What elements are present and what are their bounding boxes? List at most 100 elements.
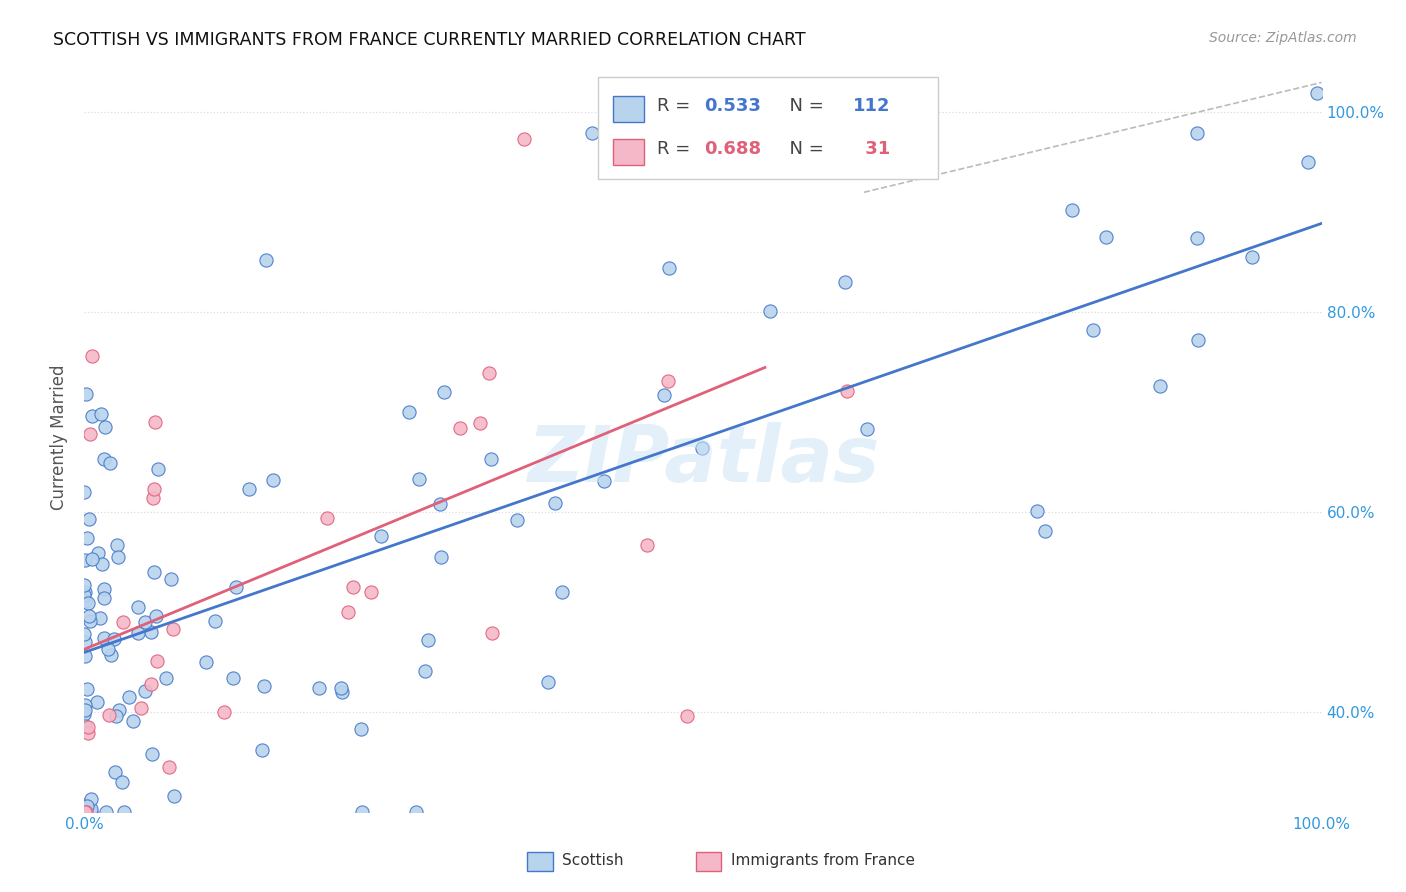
Point bbox=[262, 473, 284, 487]
Point bbox=[146, 654, 169, 668]
Point bbox=[360, 585, 382, 599]
Point bbox=[73, 805, 96, 819]
Text: 31: 31 bbox=[859, 140, 890, 158]
Point bbox=[94, 419, 117, 434]
Point bbox=[1033, 524, 1056, 539]
Point bbox=[82, 349, 104, 363]
Text: 112: 112 bbox=[852, 97, 890, 115]
Point bbox=[75, 386, 97, 401]
Point bbox=[143, 416, 166, 430]
Point bbox=[1187, 334, 1209, 348]
Point bbox=[238, 482, 260, 496]
Point bbox=[91, 557, 114, 571]
Point bbox=[159, 572, 181, 586]
Point bbox=[225, 581, 247, 595]
Point bbox=[449, 421, 471, 435]
Point bbox=[342, 581, 364, 595]
Point bbox=[139, 677, 162, 691]
Point bbox=[76, 799, 98, 814]
Point bbox=[90, 407, 112, 421]
Point bbox=[405, 805, 427, 819]
Text: Immigrants from France: Immigrants from France bbox=[731, 854, 915, 868]
Point bbox=[103, 632, 125, 647]
Point bbox=[73, 707, 96, 722]
Point bbox=[330, 685, 353, 699]
Point bbox=[86, 695, 108, 709]
Point bbox=[134, 615, 156, 629]
Point bbox=[142, 482, 165, 496]
Point bbox=[221, 671, 243, 685]
Point bbox=[111, 775, 134, 789]
Point bbox=[82, 409, 104, 423]
Point bbox=[73, 797, 96, 812]
Point bbox=[478, 366, 501, 380]
Point bbox=[76, 720, 98, 734]
Bar bbox=[613, 139, 644, 165]
Point bbox=[692, 441, 714, 455]
Point bbox=[675, 709, 697, 723]
Point bbox=[337, 605, 360, 619]
Point bbox=[155, 671, 177, 685]
Point bbox=[142, 491, 165, 505]
Point bbox=[141, 747, 163, 761]
Point bbox=[73, 588, 96, 602]
Text: N =: N = bbox=[779, 140, 830, 158]
Point bbox=[80, 805, 103, 819]
Point bbox=[73, 648, 96, 663]
Point bbox=[145, 609, 167, 624]
Point bbox=[398, 405, 420, 419]
Point bbox=[107, 703, 129, 717]
Point bbox=[75, 703, 97, 717]
Point bbox=[77, 726, 100, 740]
Point bbox=[73, 594, 96, 608]
Point bbox=[468, 416, 491, 430]
Point bbox=[551, 584, 574, 599]
Point bbox=[93, 591, 115, 606]
Point bbox=[162, 622, 184, 636]
Point bbox=[654, 111, 676, 125]
Point bbox=[87, 545, 110, 559]
Point bbox=[98, 456, 121, 470]
Point bbox=[73, 553, 96, 567]
Point bbox=[1081, 323, 1104, 337]
Point bbox=[77, 596, 100, 610]
Point bbox=[408, 472, 430, 486]
Point bbox=[429, 549, 451, 564]
Point bbox=[433, 385, 456, 400]
Point bbox=[370, 529, 392, 543]
Point bbox=[97, 707, 120, 722]
Point bbox=[837, 384, 859, 398]
Point bbox=[856, 422, 879, 436]
Text: 0.688: 0.688 bbox=[704, 140, 762, 158]
Text: Source: ZipAtlas.com: Source: ZipAtlas.com bbox=[1209, 31, 1357, 45]
Point bbox=[73, 484, 96, 499]
Point bbox=[107, 549, 129, 564]
Point bbox=[250, 743, 273, 757]
Point bbox=[93, 582, 115, 597]
Text: N =: N = bbox=[779, 97, 830, 115]
Text: ZIPatlas: ZIPatlas bbox=[527, 422, 879, 498]
Point bbox=[1241, 250, 1264, 264]
Point bbox=[350, 805, 373, 819]
Point bbox=[139, 625, 162, 640]
Point bbox=[592, 474, 614, 488]
Bar bbox=[613, 96, 644, 122]
Point bbox=[73, 719, 96, 733]
Point bbox=[73, 627, 96, 641]
Point bbox=[79, 614, 101, 628]
Point bbox=[73, 805, 96, 819]
Point bbox=[94, 805, 117, 819]
Point bbox=[117, 690, 139, 704]
Point bbox=[254, 252, 277, 267]
Point bbox=[758, 303, 780, 318]
Point bbox=[93, 452, 115, 467]
Point bbox=[1094, 229, 1116, 244]
Point bbox=[418, 632, 440, 647]
Point bbox=[129, 701, 152, 715]
Point bbox=[80, 792, 103, 806]
Point bbox=[157, 759, 180, 773]
Point bbox=[316, 511, 339, 525]
Point bbox=[1298, 154, 1320, 169]
Point bbox=[76, 682, 98, 697]
Point bbox=[93, 631, 115, 645]
